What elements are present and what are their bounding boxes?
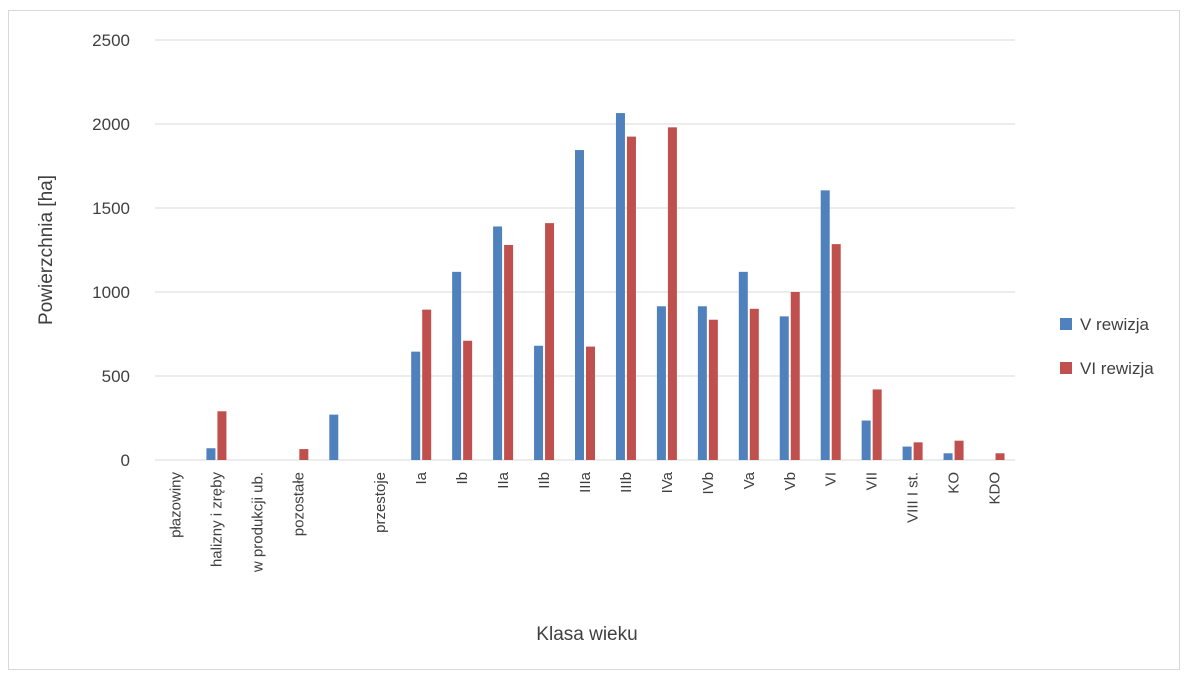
bar-v-rewizja <box>411 351 421 460</box>
bars <box>206 113 1005 461</box>
x-tick-label: przestoje <box>372 472 389 533</box>
bar-vi-rewizja <box>667 127 677 461</box>
y-tick-label: 1000 <box>92 283 130 302</box>
x-tick-label: VII <box>864 472 881 490</box>
bar-vi-rewizja <box>217 411 227 460</box>
bar-vi-rewizja <box>790 292 800 460</box>
bar-vi-rewizja <box>708 319 718 460</box>
bar-vi-rewizja <box>831 244 841 460</box>
bar-vi-rewizja <box>749 308 759 460</box>
legend-swatch-v-rewizja <box>1060 318 1072 330</box>
x-tick-label: VIII I st. <box>905 472 922 523</box>
x-tick-label: w produkcji ub. <box>249 472 266 573</box>
bar-vi-rewizja <box>586 346 595 460</box>
y-axis-title: Powierzchnia [ha] <box>36 175 57 325</box>
bar-vi-rewizja <box>299 449 309 460</box>
legend-label-v-rewizja: V rewizja <box>1080 315 1150 334</box>
chart-frame <box>8 10 1180 670</box>
x-tick-label: Ib <box>454 472 471 485</box>
x-axis-title: Klasa wieku <box>536 624 637 645</box>
x-tick-label: KDO <box>987 472 1004 505</box>
x-tick-label: KO <box>946 472 963 494</box>
bar-vi-rewizja <box>872 389 882 460</box>
x-tick-label: halizny i zręby <box>208 472 225 568</box>
y-axis-ticks: 0 500 1000 1500 2000 2500 <box>92 31 130 470</box>
bar-v-rewizja <box>656 306 666 460</box>
bar-v-rewizja <box>779 316 789 460</box>
x-tick-label: płazowiny <box>167 472 184 538</box>
x-tick-label: Vb <box>782 472 799 490</box>
x-tick-label: IIIa <box>577 471 594 493</box>
x-tick-label: pozostałe <box>290 472 307 536</box>
bar-v-rewizja <box>697 306 707 460</box>
bar-vi-rewizja <box>913 442 923 460</box>
bar-vi-rewizja <box>545 223 555 460</box>
bar-vi-rewizja <box>954 440 964 460</box>
gridlines <box>155 39 1015 461</box>
bar-v-rewizja <box>452 271 462 460</box>
x-tick-label: IIb <box>536 472 553 489</box>
y-tick-label: 0 <box>121 451 130 470</box>
x-tick-label: Ia <box>413 471 430 484</box>
bar-vi-rewizja <box>463 340 473 460</box>
bar-v-rewizja <box>861 420 871 460</box>
x-axis-ticks: płazowiny halizny i zręby w produkcji ub. p… <box>167 471 1003 573</box>
bar-v-rewizja <box>329 414 339 460</box>
bar-v-rewizja <box>575 150 584 461</box>
bar-v-rewizja <box>902 446 912 460</box>
y-tick-label: 2000 <box>92 115 130 134</box>
bar-vi-rewizja <box>626 136 636 460</box>
x-tick-label: IVb <box>700 472 717 495</box>
x-tick-label: Va <box>741 471 758 489</box>
bar-v-rewizja <box>943 453 953 460</box>
legend: V rewizja VI rewizja <box>1060 315 1154 378</box>
legend-label-vi-rewizja: VI rewizja <box>1080 359 1154 378</box>
bar-v-rewizja <box>493 226 503 460</box>
x-tick-label: IIa <box>495 471 512 488</box>
y-tick-label: 2500 <box>92 31 130 50</box>
bar-v-rewizja <box>206 448 216 460</box>
bar-v-rewizja <box>615 113 625 460</box>
bar-v-rewizja <box>534 345 544 460</box>
x-tick-label: IVa <box>659 471 676 493</box>
bar-vi-rewizja <box>422 309 432 460</box>
bar-v-rewizja <box>738 271 748 460</box>
legend-swatch-vi-rewizja <box>1060 362 1072 374</box>
bar-v-rewizja <box>820 190 830 461</box>
x-tick-label: IIIb <box>618 472 635 493</box>
y-tick-label: 500 <box>102 367 130 386</box>
y-tick-label: 1500 <box>92 199 130 218</box>
bar-vi-rewizja <box>995 453 1005 460</box>
x-tick-label: VI <box>823 472 840 486</box>
bar-vi-rewizja <box>504 244 514 460</box>
